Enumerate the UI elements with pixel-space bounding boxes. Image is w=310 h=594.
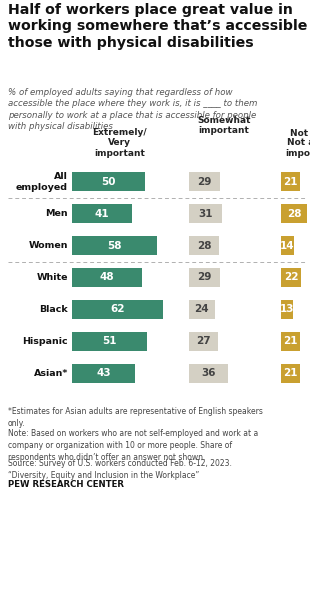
Bar <box>72 300 163 319</box>
Bar <box>281 268 301 287</box>
Text: All
employed: All employed <box>16 172 68 192</box>
Text: Somewhat
important: Somewhat important <box>197 116 251 135</box>
Text: % of employed adults saying that regardless of how
accessible the place where th: % of employed adults saying that regardl… <box>8 88 257 131</box>
Text: *Estimates for Asian adults are representative of English speakers
only.: *Estimates for Asian adults are represen… <box>8 407 263 428</box>
Bar <box>189 236 219 255</box>
Bar <box>281 236 294 255</box>
Text: Half of workers place great value in
working somewhere that’s accessible to
thos: Half of workers place great value in wor… <box>8 3 310 50</box>
Text: Hispanic: Hispanic <box>22 337 68 346</box>
Bar <box>189 204 222 223</box>
Text: 24: 24 <box>195 304 209 314</box>
Text: 22: 22 <box>284 273 299 283</box>
Bar <box>72 364 135 383</box>
Bar <box>189 300 215 319</box>
Text: 48: 48 <box>100 273 114 283</box>
Text: 58: 58 <box>107 241 122 251</box>
Text: 50: 50 <box>101 177 116 187</box>
Bar <box>189 331 218 351</box>
Bar <box>189 364 228 383</box>
Text: Asian*: Asian* <box>33 368 68 378</box>
Text: 21: 21 <box>283 368 298 378</box>
Text: Source: Survey of U.S. workers conducted Feb. 6-12, 2023.
“Diversity, Equity and: Source: Survey of U.S. workers conducted… <box>8 459 232 480</box>
Text: Extremely/
Very
important: Extremely/ Very important <box>92 128 147 158</box>
Bar <box>72 204 132 223</box>
Bar <box>189 172 220 191</box>
Text: 29: 29 <box>197 177 212 187</box>
Text: Note: Based on workers who are not self-employed and work at a
company or organi: Note: Based on workers who are not self-… <box>8 429 258 462</box>
Bar <box>281 300 293 319</box>
Text: Not too/
Not at all
important: Not too/ Not at all important <box>286 128 310 158</box>
Bar <box>281 331 300 351</box>
Text: 51: 51 <box>102 336 117 346</box>
Text: 41: 41 <box>95 208 109 219</box>
Bar <box>72 172 145 191</box>
Text: 31: 31 <box>198 208 213 219</box>
Text: 21: 21 <box>283 336 298 346</box>
Text: 29: 29 <box>197 273 212 283</box>
Text: Men: Men <box>45 209 68 218</box>
Text: 28: 28 <box>287 208 301 219</box>
Bar <box>281 364 300 383</box>
Text: PEW RESEARCH CENTER: PEW RESEARCH CENTER <box>8 480 124 489</box>
Text: 36: 36 <box>201 368 216 378</box>
Text: White: White <box>37 273 68 282</box>
Text: 43: 43 <box>96 368 111 378</box>
Text: Black: Black <box>39 305 68 314</box>
Bar <box>72 331 147 351</box>
Bar <box>189 268 220 287</box>
Bar <box>72 236 157 255</box>
Text: Women: Women <box>29 241 68 250</box>
Text: 21: 21 <box>283 177 298 187</box>
Bar <box>72 268 142 287</box>
Text: 13: 13 <box>280 304 294 314</box>
Bar <box>281 172 300 191</box>
Text: 27: 27 <box>196 336 211 346</box>
Text: 62: 62 <box>110 304 125 314</box>
Text: 14: 14 <box>280 241 295 251</box>
Text: 28: 28 <box>197 241 211 251</box>
Bar <box>281 204 307 223</box>
